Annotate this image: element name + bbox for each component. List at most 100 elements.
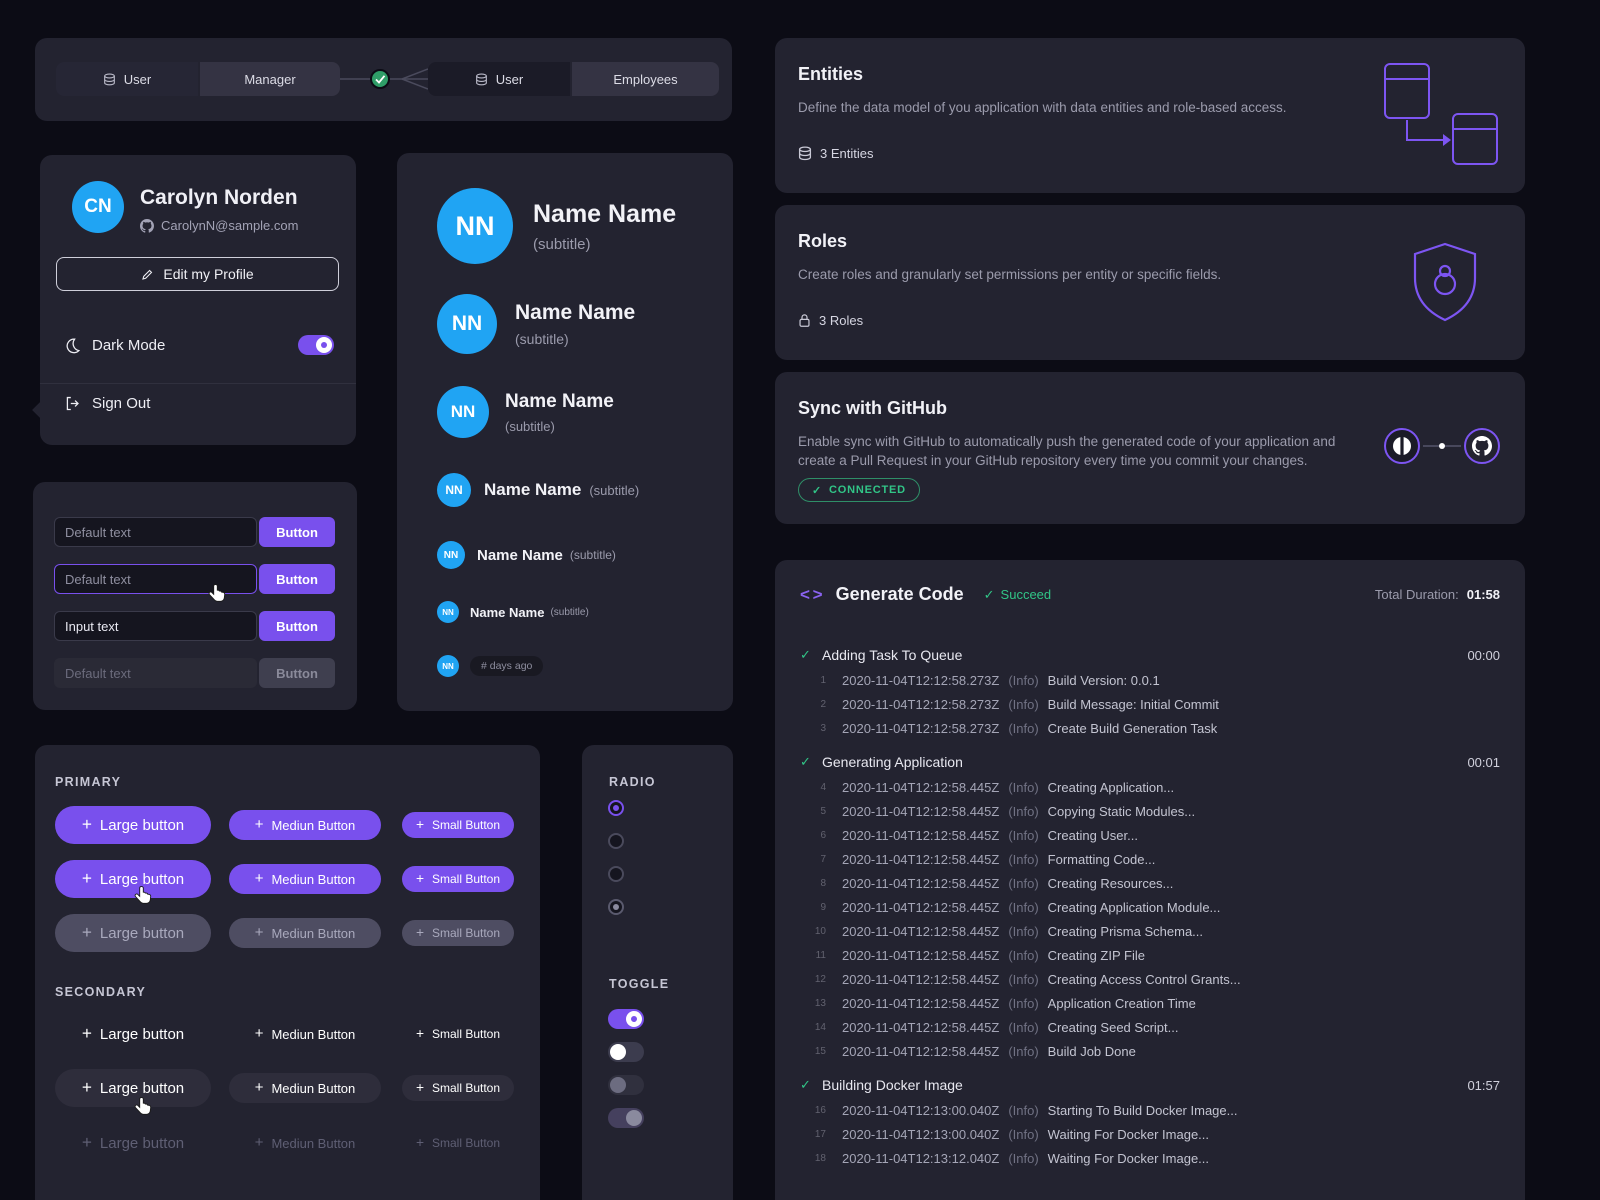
log-level: (Info)	[1008, 851, 1039, 867]
log-timestamp: 2020-11-04T12:13:00.040Z	[842, 1102, 1000, 1118]
log-line-number: 13	[814, 997, 826, 1009]
dark-mode-toggle[interactable]	[298, 335, 334, 355]
text-input-disabled	[54, 658, 257, 688]
avatar: NN	[437, 386, 489, 438]
profile-initials: CN	[84, 196, 112, 217]
log-level: (Info)	[1008, 995, 1039, 1011]
profile-email-row: CarolynN@sample.com	[140, 218, 298, 233]
toggle-heading: TOGGLE	[609, 977, 670, 991]
log-level: (Info)	[1008, 1043, 1039, 1059]
log-line: 8 2020-11-04T12:12:58.445Z (Info) Creating …	[800, 871, 1500, 895]
log-message: Creating Seed Script...	[1047, 1019, 1179, 1035]
secondary-large-button-disabled: + Large button	[55, 1124, 211, 1162]
radio-unselected[interactable]	[608, 866, 624, 882]
log-line-number: 11	[815, 949, 826, 961]
text-input-filled[interactable]	[54, 611, 257, 641]
plus-icon: +	[415, 1135, 424, 1151]
erd-right-user-button[interactable]: User	[428, 62, 570, 96]
input-button[interactable]: Button	[259, 611, 335, 641]
primary-small-button[interactable]: + Small Button	[402, 812, 514, 838]
primary-medium-button-hover[interactable]: + Mediun Button	[229, 864, 381, 894]
github-sync-description: Enable sync with GitHub to automatically…	[798, 434, 1336, 468]
toggle-on[interactable]	[608, 1009, 644, 1029]
avatar-subtitle: (subtitle)	[569, 548, 616, 562]
erd-left-user-button[interactable]: User	[56, 62, 198, 96]
primary-small-button-hover[interactable]: + Small Button	[402, 866, 514, 892]
database-icon	[475, 72, 487, 85]
input-button[interactable]: Button	[259, 517, 335, 547]
log-message: Waiting For Docker Image...	[1047, 1126, 1210, 1142]
secondary-small-button-hover[interactable]: + Small Button	[402, 1075, 514, 1101]
days-ago-badge: # days ago	[470, 656, 544, 676]
log-message: Creating Prisma Schema...	[1047, 923, 1204, 939]
generate-code-header: < > Generate Code ✓ Succeed Total Durati…	[800, 584, 1500, 605]
erd-employees-button[interactable]: Employees	[572, 62, 719, 96]
connected-badge[interactable]: ✓ CONNECTED	[798, 478, 920, 502]
edit-profile-button[interactable]: Edit my Profile	[56, 257, 339, 291]
input-button[interactable]: Button	[259, 564, 335, 594]
total-duration-value: 01:58	[1466, 587, 1500, 602]
radio-selected[interactable]	[608, 800, 624, 816]
primary-large-button-hover[interactable]: + Large button	[55, 860, 211, 898]
secondary-medium-button-hover[interactable]: + Mediun Button	[229, 1073, 381, 1103]
log-timestamp: 2020-11-04T12:12:58.445Z	[842, 923, 1000, 939]
github-sync-illustration	[1384, 428, 1500, 464]
avatar-subtitle: (subtitle)	[515, 331, 569, 347]
build-log: ✓ Adding Task To Queue 00:00 1 2020-11-04…	[800, 642, 1500, 1179]
plus-icon: +	[81, 1023, 92, 1044]
primary-medium-button[interactable]: + Mediun Button	[229, 810, 381, 840]
log-timestamp: 2020-11-04T12:12:58.273Z	[842, 672, 1000, 688]
log-message: Build Version: 0.0.1	[1047, 672, 1160, 688]
radio-unselected[interactable]	[608, 833, 624, 849]
plus-icon: +	[81, 1077, 92, 1098]
total-duration-label: Total Duration:	[1374, 587, 1459, 602]
secondary-small-button[interactable]: + Small Button	[402, 1021, 514, 1047]
avatar-subtitle: (subtitle)	[505, 418, 555, 434]
secondary-large-button[interactable]: + Large button	[55, 1015, 211, 1053]
log-line: 13 2020-11-04T12:12:58.445Z (Info) Applicat…	[800, 991, 1500, 1015]
log-message: Application Creation Time	[1047, 995, 1196, 1011]
pencil-icon	[142, 269, 153, 280]
step-header-building-docker-image[interactable]: ✓ Building Docker Image 01:57	[800, 1072, 1500, 1098]
step-header-generating-application[interactable]: ✓ Generating Application 00:01	[800, 749, 1500, 775]
avatar-name: Name Name	[477, 546, 563, 564]
connector-dot	[1439, 443, 1445, 449]
sign-out-row[interactable]: Sign Out	[64, 395, 150, 412]
sign-out-label: Sign Out	[92, 395, 151, 412]
avatar-subtitle: (subtitle)	[550, 606, 589, 618]
avatar-name: Name Name	[515, 301, 636, 324]
inputs-card: Button Button Button Button	[33, 482, 357, 710]
database-icon	[103, 72, 115, 85]
avatar-row-xl: NN Name Name (subtitle)	[437, 294, 635, 354]
log-line: 1 2020-11-04T12:12:58.273Z (Info) Build Ver…	[800, 668, 1500, 692]
erd-manager-button[interactable]: Manager	[200, 62, 340, 96]
plus-icon: +	[415, 1026, 424, 1042]
primary-large-button[interactable]: + Large button	[55, 806, 211, 844]
build-step: ✓ Building Docker Image 01:57 16 2020-11-…	[800, 1072, 1500, 1170]
toggle-off[interactable]	[608, 1042, 644, 1062]
secondary-large-button-hover[interactable]: + Large button	[55, 1069, 211, 1107]
log-line-number: 16	[814, 1104, 826, 1116]
entities-count: 3 Entities	[798, 146, 873, 161]
roles-card: Roles Create roles and granularly set pe…	[775, 205, 1525, 360]
github-sync-card: Sync with GitHub Enable sync with GitHub…	[775, 372, 1525, 524]
log-line: 15 2020-11-04T12:12:58.445Z (Info) Build Jo…	[800, 1039, 1500, 1063]
secondary-medium-button[interactable]: + Mediun Button	[229, 1019, 381, 1049]
avatar-name: Name Name	[533, 199, 677, 228]
connected-label: CONNECTED	[829, 484, 906, 496]
github-sync-title: Sync with GitHub	[798, 398, 948, 418]
profile-name: Carolyn Norden	[140, 186, 298, 209]
entities-title: Entities	[798, 64, 864, 84]
text-input-focused[interactable]	[54, 564, 257, 594]
erd-employees-label: Employees	[613, 71, 678, 87]
log-timestamp: 2020-11-04T12:13:00.040Z	[842, 1126, 1000, 1142]
log-line: 5 2020-11-04T12:12:58.445Z (Info) Copying S…	[800, 799, 1500, 823]
log-level: (Info)	[1008, 827, 1039, 843]
lock-icon	[799, 314, 810, 327]
step-header-adding-task[interactable]: ✓ Adding Task To Queue 00:00	[800, 642, 1500, 668]
log-line-number: 4	[820, 781, 826, 793]
log-line-number: 5	[820, 805, 826, 817]
log-timestamp: 2020-11-04T12:12:58.445Z	[842, 947, 1000, 963]
text-input-default[interactable]	[54, 517, 257, 547]
check-icon: ✓	[800, 754, 811, 769]
